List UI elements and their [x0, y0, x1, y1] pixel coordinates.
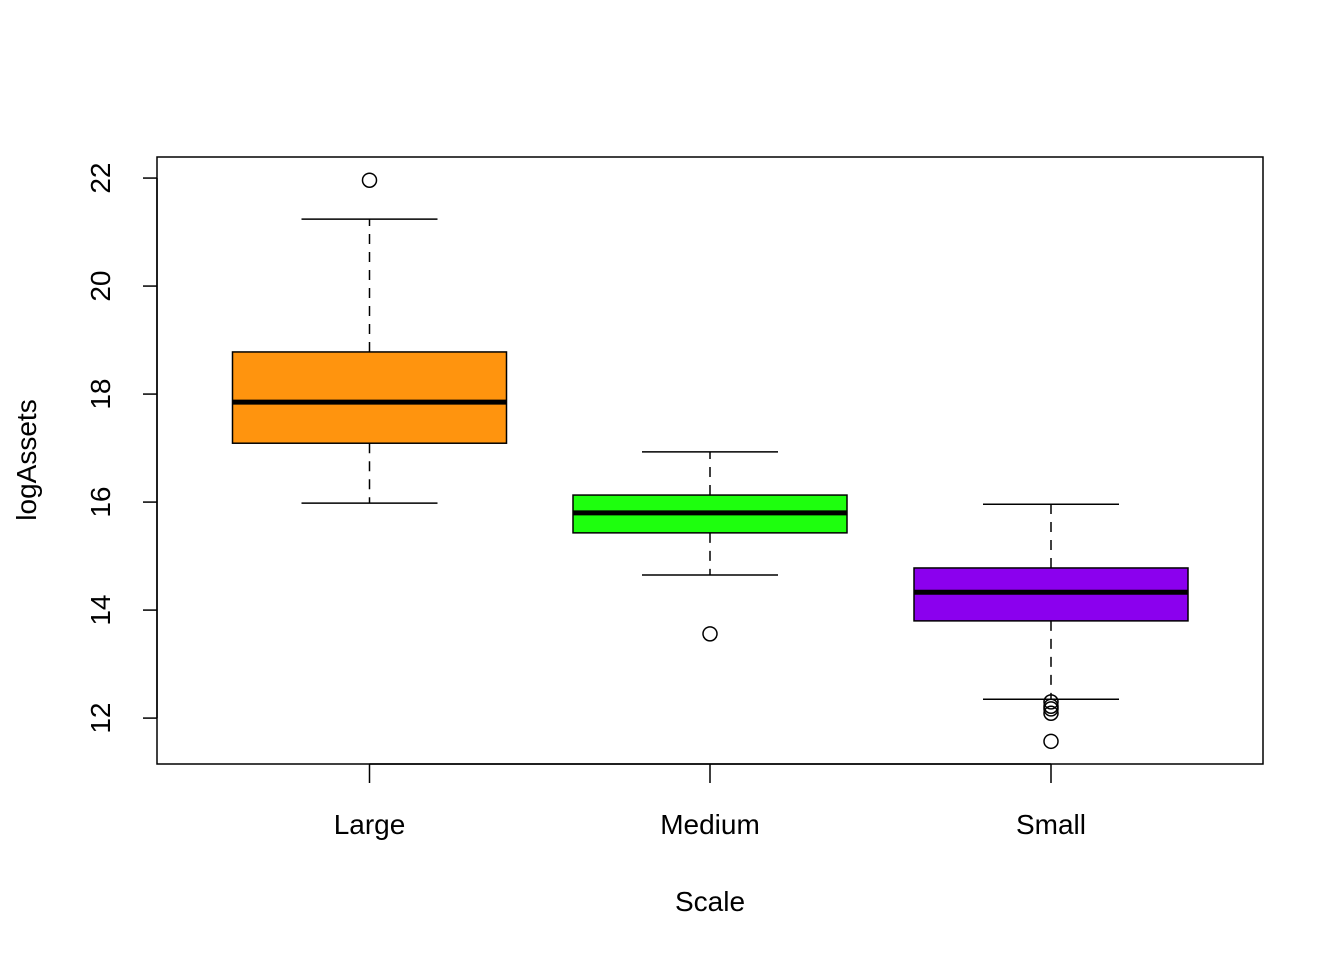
x-tick-label: Medium — [660, 809, 760, 840]
outlier-point — [1043, 733, 1059, 750]
x-tick-label: Small — [1016, 809, 1086, 840]
box-large — [231, 172, 508, 504]
y-tick-label: 20 — [85, 270, 116, 301]
x-axis-label: Scale — [675, 886, 745, 917]
box-medium — [572, 451, 848, 642]
outlier-point — [1043, 694, 1059, 710]
outlier-point — [1043, 701, 1059, 717]
y-tick-label: 18 — [85, 378, 116, 409]
x-tick-label: Large — [334, 809, 406, 840]
box-iqr — [231, 351, 508, 444]
y-tick-label: 14 — [85, 595, 116, 626]
outlier-point — [361, 172, 378, 188]
y-tick-label: 16 — [85, 487, 116, 518]
outlier-point — [702, 626, 718, 642]
box-small — [913, 503, 1189, 750]
y-tick-label: 12 — [85, 703, 116, 734]
y-tick-label: 22 — [85, 162, 116, 193]
y-axis-label: logAssets — [11, 399, 42, 520]
outlier-point — [1043, 705, 1059, 721]
plot-frame — [156, 156, 1264, 765]
